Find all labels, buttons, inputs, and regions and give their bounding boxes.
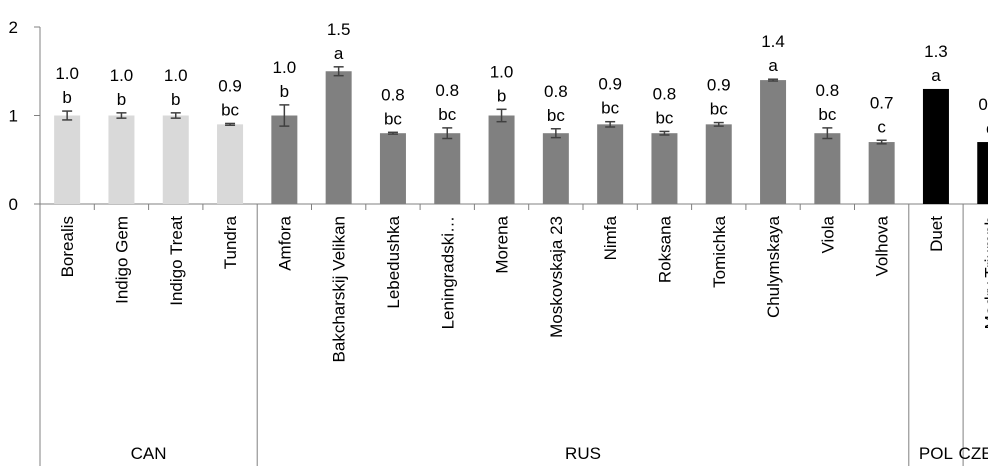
data-label-letter: bc xyxy=(601,99,619,118)
bar xyxy=(271,115,298,204)
category-label: Moskovskaja 23 xyxy=(547,216,566,338)
data-label-letter: b xyxy=(497,86,506,105)
category-label: Tundra xyxy=(221,215,240,269)
category-label: Roksana xyxy=(655,215,674,283)
data-label-letter: b xyxy=(62,88,71,107)
data-label-value: 0.7 xyxy=(870,93,894,112)
data-label-value: 1.0 xyxy=(490,62,514,81)
data-label-value: 1.0 xyxy=(273,58,297,77)
category-label: Viola xyxy=(818,215,837,253)
data-label-value: 1.5 xyxy=(327,20,351,39)
data-label-value: 0.9 xyxy=(707,76,731,95)
group-label: POL xyxy=(919,444,953,463)
data-label-value: 0.8 xyxy=(544,82,568,101)
category-label: Lebedushka xyxy=(384,215,403,308)
category-label: Bakcharskij Velikan xyxy=(330,216,349,362)
bar xyxy=(977,142,988,204)
y-tick-label: 2 xyxy=(9,18,18,37)
category-label: Tomichka xyxy=(710,215,729,287)
data-label-letter: a xyxy=(768,56,778,75)
data-label-letter: a xyxy=(931,66,941,85)
category-label: Indigo Treat xyxy=(167,216,186,306)
data-label-letter: b xyxy=(117,90,126,109)
category-label: Leningradski… xyxy=(438,216,457,329)
bar xyxy=(597,124,624,204)
data-label-letter: c xyxy=(986,119,988,138)
data-label-value: 1.0 xyxy=(110,66,134,85)
bar xyxy=(325,71,352,204)
bar xyxy=(379,133,406,204)
data-label-letter: bc xyxy=(221,100,239,119)
data-label-value: 1.0 xyxy=(164,66,188,85)
data-label-value: 0.8 xyxy=(816,81,840,100)
category-label: Borealis xyxy=(58,216,77,277)
category-label: Morena xyxy=(493,215,512,273)
category-label: Indigo Gem xyxy=(112,216,131,304)
data-label-value: 0.8 xyxy=(381,85,405,104)
data-label-value: 0.7 xyxy=(978,95,988,114)
bar xyxy=(705,124,732,204)
data-label-value: 0.8 xyxy=(435,81,459,100)
data-label-letter: bc xyxy=(655,108,673,127)
category-label: Duet xyxy=(927,216,946,252)
bar xyxy=(434,133,461,204)
bar xyxy=(651,133,678,204)
data-label-value: 1.4 xyxy=(761,32,785,51)
data-label-letter: b xyxy=(280,82,289,101)
category-label: Nimfa xyxy=(601,215,620,260)
bar xyxy=(217,124,244,204)
y-tick-label: 0 xyxy=(9,195,18,214)
category-label: Chulymskaya xyxy=(764,215,783,318)
data-label-letter: b xyxy=(171,90,180,109)
group-label: CZE xyxy=(959,444,988,463)
data-label-letter: bc xyxy=(818,105,836,124)
data-label-letter: bc xyxy=(438,105,456,124)
data-label-value: 0.8 xyxy=(653,84,677,103)
data-label-value: 1.3 xyxy=(924,42,948,61)
data-label-letter: bc xyxy=(384,109,402,128)
data-label-letter: bc xyxy=(547,106,565,125)
bar xyxy=(760,80,787,204)
data-label-letter: c xyxy=(877,117,886,136)
data-label-letter: bc xyxy=(710,100,728,119)
bar xyxy=(162,115,189,204)
category-label: Volhova xyxy=(873,215,892,276)
bar xyxy=(542,133,569,204)
data-label-value: 0.9 xyxy=(598,75,622,94)
data-label-value: 1.0 xyxy=(55,64,79,83)
group-label: RUS xyxy=(565,444,601,463)
category-label: Modry Triumph xyxy=(981,216,988,329)
bar xyxy=(54,115,81,204)
bar xyxy=(814,133,841,204)
data-label-value: 0.9 xyxy=(218,76,242,95)
data-label-letter: a xyxy=(334,44,344,63)
category-label: Amfora xyxy=(275,215,294,270)
group-label: CAN xyxy=(131,444,167,463)
y-tick-label: 1 xyxy=(9,107,18,126)
bar xyxy=(108,115,135,204)
bar xyxy=(868,142,895,204)
bar xyxy=(488,115,515,204)
bar xyxy=(922,88,949,204)
